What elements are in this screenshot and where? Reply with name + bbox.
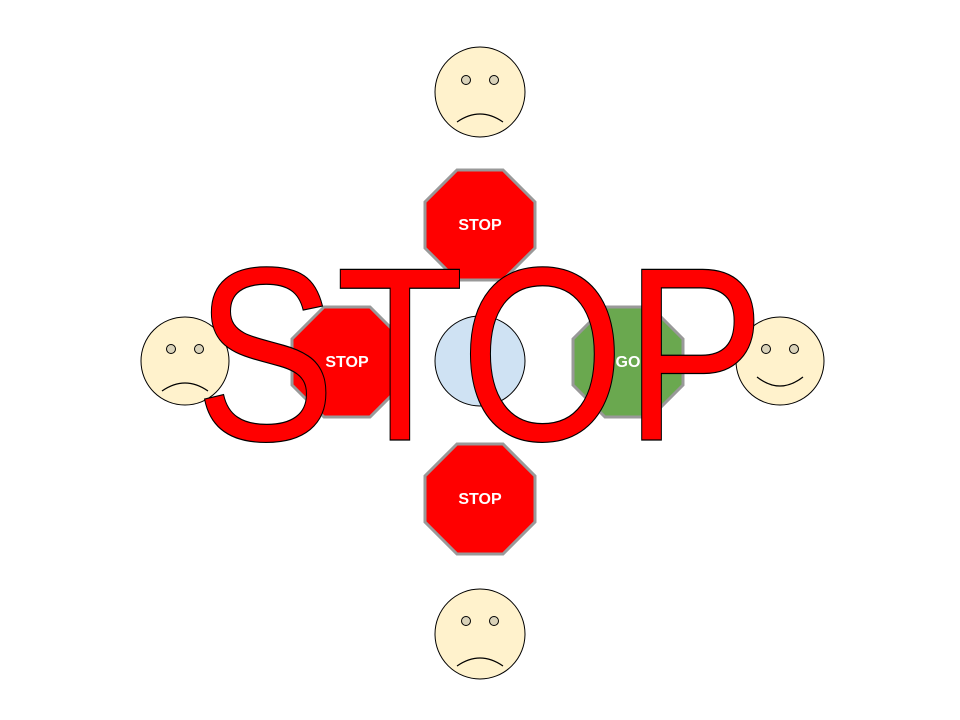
south-sign-label: STOP xyxy=(458,491,502,508)
north-face xyxy=(434,46,526,138)
west-sign-label: STOP xyxy=(325,354,369,371)
west-face xyxy=(140,316,230,406)
west-stop-sign: STOP xyxy=(290,305,404,419)
east-go-sign: GO xyxy=(571,305,685,419)
east-sign-label: GO xyxy=(616,354,641,371)
south-stop-sign: STOP xyxy=(423,442,537,556)
south-face xyxy=(434,588,526,680)
north-stop-sign: STOP xyxy=(423,168,537,282)
east-face xyxy=(735,316,825,406)
stop-overlay-text: STOP xyxy=(195,215,765,493)
intersection-center xyxy=(434,315,526,407)
north-sign-label: STOP xyxy=(458,217,502,234)
